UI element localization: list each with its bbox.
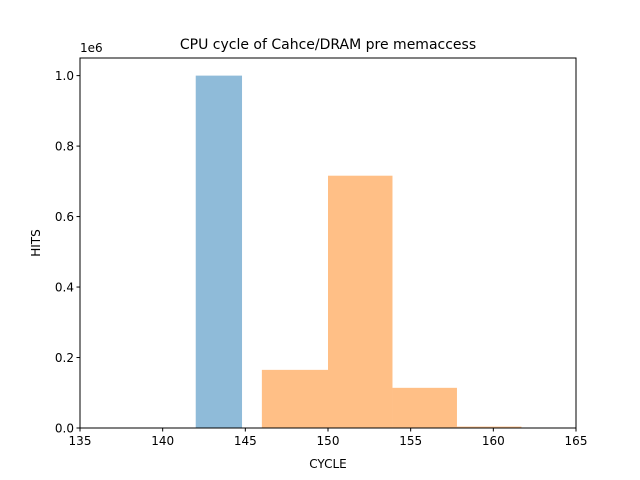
y-axis-ticks: 0.0 0.2 0.4 0.6 0.8 1.0 bbox=[55, 69, 80, 436]
histogram-bar-series2-4 bbox=[456, 426, 522, 428]
x-tick-label: 160 bbox=[482, 434, 505, 448]
y-tick-label: 0.4 bbox=[55, 281, 74, 295]
histogram-bar-series2-3 bbox=[392, 387, 457, 428]
bars-layer bbox=[195, 75, 522, 428]
y-tick-label: 0.8 bbox=[55, 140, 74, 154]
y-tick-label: 0.2 bbox=[55, 351, 74, 365]
x-tick-label: 150 bbox=[317, 434, 340, 448]
y-axis-multiplier: 1e6 bbox=[80, 41, 103, 55]
y-tick-label: 0.6 bbox=[55, 210, 74, 224]
x-tick-label: 140 bbox=[151, 434, 174, 448]
x-tick-label: 155 bbox=[399, 434, 422, 448]
chart-title: CPU cycle of Cahce/DRAM pre memaccess bbox=[180, 37, 476, 53]
x-tick-label: 165 bbox=[565, 434, 588, 448]
histogram-bar-series1-1 bbox=[195, 75, 243, 428]
y-axis-label: HITS bbox=[29, 229, 43, 257]
x-axis-ticks: 135 140 145 150 155 160 165 bbox=[69, 428, 588, 448]
x-axis-label: CYCLE bbox=[309, 457, 347, 471]
x-tick-label: 135 bbox=[69, 434, 92, 448]
histogram-bar-series2-2 bbox=[328, 175, 393, 428]
y-tick-label: 0.0 bbox=[55, 422, 74, 436]
y-tick-label: 1.0 bbox=[55, 69, 74, 83]
histogram-bar-series2-1 bbox=[261, 369, 328, 428]
x-tick-label: 145 bbox=[234, 434, 257, 448]
